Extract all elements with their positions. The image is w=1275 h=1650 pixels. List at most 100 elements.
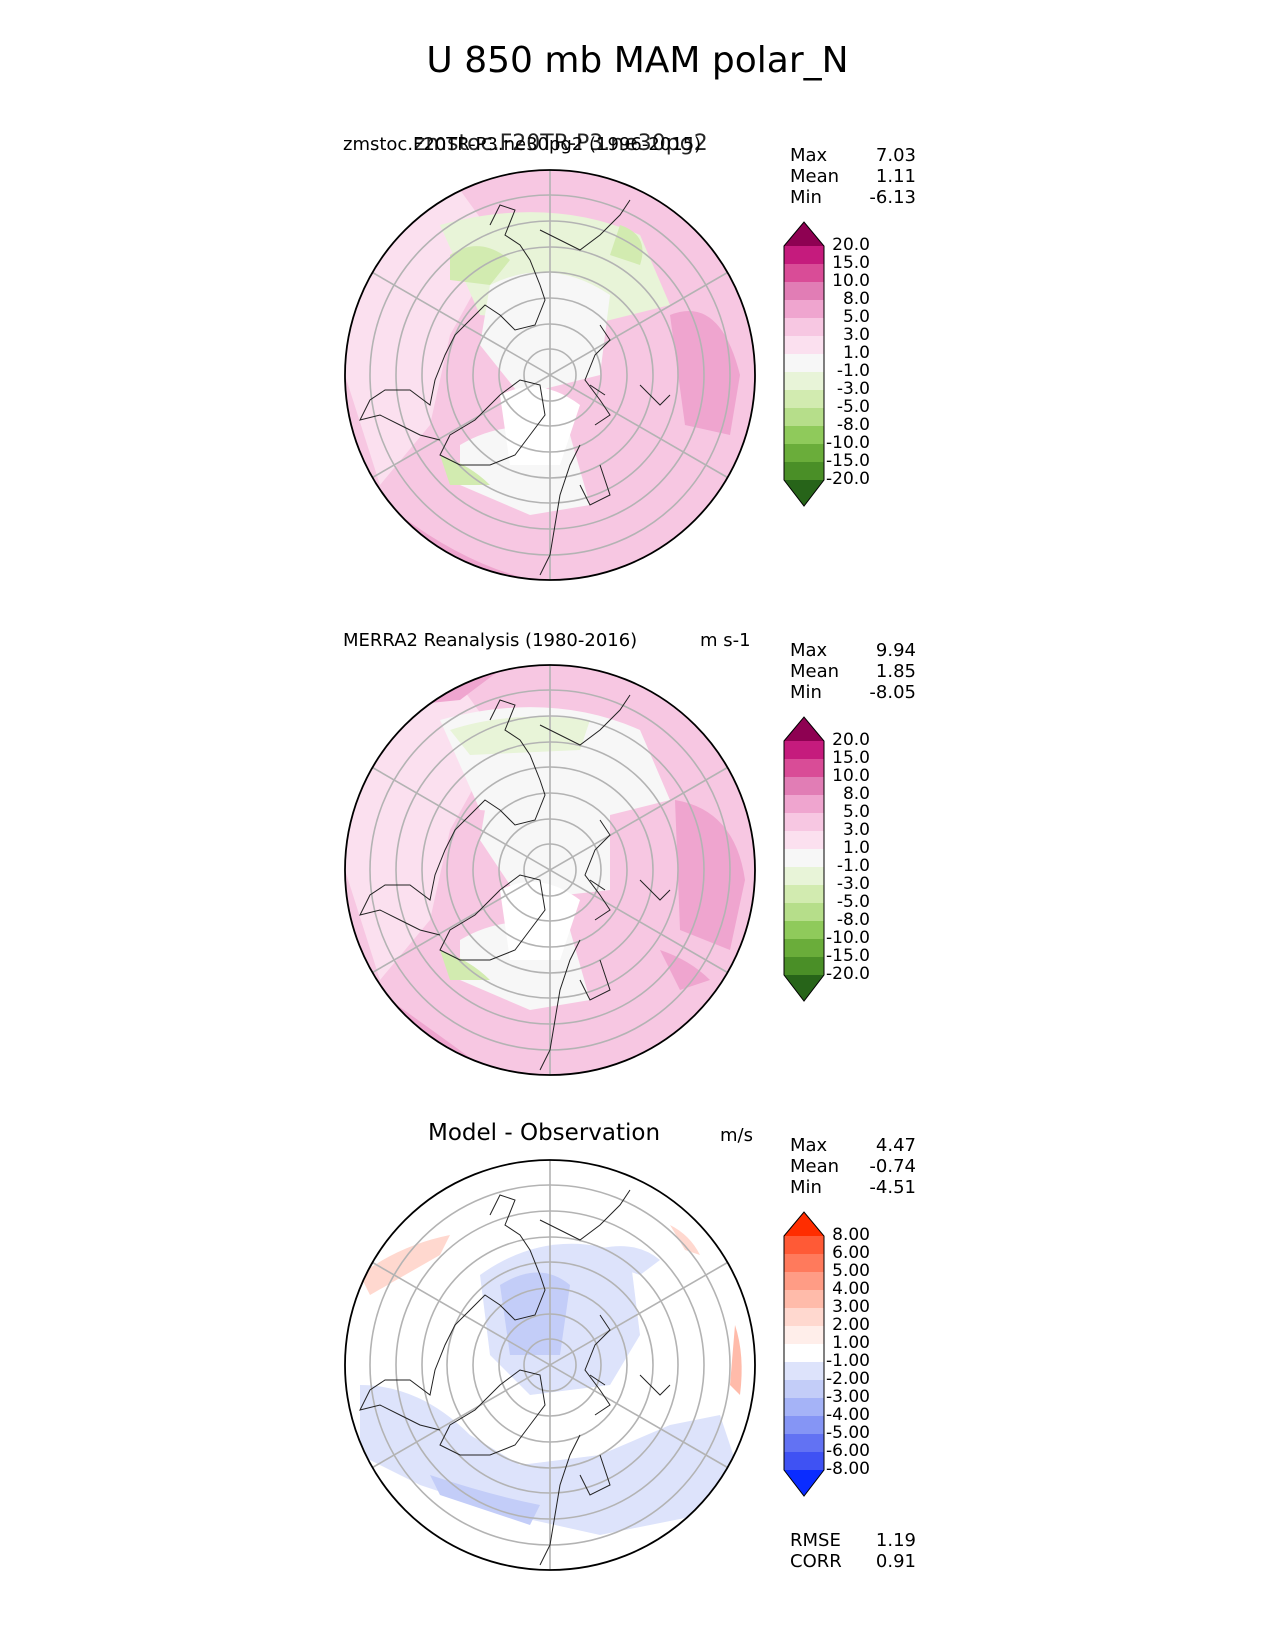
cbar1-tick: -1.0: [836, 361, 870, 381]
colorbar-segment: [784, 336, 824, 355]
colorbar-segment: [784, 1272, 824, 1291]
colorbar-segment: [784, 1434, 824, 1453]
panel2-colorbar-labels: 20.0 15.0 10.0 8.0 5.0 3.0 1.0 -1.0 -3.0…: [820, 731, 870, 983]
colorbar-segment: [784, 795, 824, 814]
colorbar-outline: [783, 221, 825, 507]
cbar3-tick: -1.00: [826, 1351, 870, 1371]
cbar1-tick: 10.0: [832, 271, 870, 291]
panel3-polar-map: [344, 1159, 756, 1571]
cbar3-tick: 4.00: [832, 1279, 870, 1299]
colorbar-extend-min: [784, 1470, 824, 1496]
colorbar-segment: [784, 1308, 824, 1327]
cbar2-tick: 20.0: [832, 730, 870, 750]
cbar3-tick: 1.00: [832, 1333, 870, 1353]
panel3-colorbar: [783, 1211, 825, 1497]
colorbar-segment: [784, 1452, 824, 1471]
panel2-stats: Max 9.94 Mean 1.85 Min -8.05: [790, 640, 916, 703]
colorbar-extend-min: [784, 480, 824, 506]
cbar2-tick: -5.0: [836, 892, 870, 912]
colorbar-segment: [784, 372, 824, 391]
panel1-colorbar: [783, 221, 825, 507]
cbar1-tick: 20.0: [832, 235, 870, 255]
colorbar-segment: [784, 1326, 824, 1345]
colorbar-segment: [784, 300, 824, 319]
cbar1-tick: 15.0: [832, 253, 870, 273]
cbar1-tick: -3.0: [836, 379, 870, 399]
cbar2-tick: 8.0: [842, 784, 870, 804]
panel3-units: m/s: [720, 1125, 753, 1146]
colorbar-segment: [784, 246, 824, 265]
colorbar-segment: [784, 390, 824, 409]
cbar1-tick: 8.0: [842, 289, 870, 309]
colorbar-segment: [784, 759, 824, 778]
colorbar-segment: [784, 849, 824, 868]
colorbar-extend-max: [784, 717, 824, 741]
colorbar-segment: [784, 444, 824, 463]
cbar3-tick: 6.00: [832, 1243, 870, 1263]
colorbar-segment: [784, 282, 824, 301]
cbar3-tick: -8.00: [826, 1459, 870, 1479]
panel3-colorbar-labels: 8.00 6.00 5.00 4.00 3.00 2.00 1.00 -1.00…: [820, 1226, 870, 1478]
panel1-colorbar-labels: 20.0 15.0 10.0 8.0 5.0 3.0 1.0 -1.0 -3.0…: [820, 236, 870, 488]
colorbar-segment: [784, 426, 824, 445]
colorbar-extend-max: [784, 1212, 824, 1236]
colorbar-segment: [784, 462, 824, 481]
colorbar-segment: [784, 1380, 824, 1399]
colorbar-segment: [784, 741, 824, 760]
colorbar-segment: [784, 408, 824, 427]
panel3-extra-stats: RMSE 1.19 CORR 0.91: [790, 1530, 916, 1572]
colorbar-segment: [784, 903, 824, 922]
colorbar-segment: [784, 1362, 824, 1381]
cbar1-tick: 5.0: [842, 307, 870, 327]
cbar3-tick: -2.00: [826, 1369, 870, 1389]
cbar1-tick: -20.0: [826, 469, 870, 489]
cbar2-tick: -15.0: [826, 946, 870, 966]
panel2-units: m s-1: [700, 630, 751, 651]
cbar2-tick: 10.0: [832, 766, 870, 786]
cbar2-tick: 5.0: [842, 802, 870, 822]
cbar2-tick: 3.0: [842, 820, 870, 840]
cbar3-tick: 3.00: [832, 1297, 870, 1317]
colorbar-segment: [784, 1344, 824, 1363]
cbar1-tick: 3.0: [842, 325, 870, 345]
colorbar-segment: [784, 813, 824, 832]
cbar3-tick: -5.00: [826, 1423, 870, 1443]
colorbar-segment: [784, 921, 824, 940]
colorbar-outline: [783, 1211, 825, 1497]
cbar1-tick: -15.0: [826, 451, 870, 471]
colorbar-segment: [784, 867, 824, 886]
cbar2-tick: 1.0: [842, 838, 870, 858]
cbar1-tick: 1.0: [842, 343, 870, 363]
panel2-colorbar: [783, 716, 825, 1002]
colorbar-outline: [783, 716, 825, 1002]
panel1-polar-map: [344, 169, 756, 581]
colorbar-extend-min: [784, 975, 824, 1001]
colorbar-segment: [784, 885, 824, 904]
colorbar-extend-max: [784, 222, 824, 246]
cbar3-tick: 2.00: [832, 1315, 870, 1335]
colorbar-segment: [784, 1236, 824, 1255]
colorbar-segment: [784, 1416, 824, 1435]
cbar2-tick: -3.0: [836, 874, 870, 894]
panel2-case-label: MERRA2 Reanalysis (1980-2016): [343, 630, 638, 651]
colorbar-segment: [784, 354, 824, 373]
cbar2-tick: -10.0: [826, 928, 870, 948]
panel1-case-title: zmstoc.F20TR-P3.ne30pg2: [414, 131, 708, 156]
colorbar-segment: [784, 831, 824, 850]
cbar3-tick: -4.00: [826, 1405, 870, 1425]
colorbar-segment: [784, 957, 824, 976]
panel2-polar-map: [344, 664, 756, 1076]
colorbar-segment: [784, 1398, 824, 1417]
colorbar-segment: [784, 264, 824, 283]
cbar3-tick: 5.00: [832, 1261, 870, 1281]
cbar1-tick: -10.0: [826, 433, 870, 453]
colorbar-segment: [784, 777, 824, 796]
figure-title: U 850 mb MAM polar_N: [426, 40, 849, 81]
cbar2-tick: -1.0: [836, 856, 870, 876]
cbar2-tick: 15.0: [832, 748, 870, 768]
cbar1-tick: -8.0: [836, 415, 870, 435]
cbar2-tick: -8.0: [836, 910, 870, 930]
cbar1-tick: -5.0: [836, 397, 870, 417]
panel1-case-label: zmstoc.F20TR-P3.ne30pg2 (1996-2015): [343, 134, 702, 155]
panel1-stats: Max 7.03 Mean 1.11 Min -6.13: [790, 145, 916, 208]
